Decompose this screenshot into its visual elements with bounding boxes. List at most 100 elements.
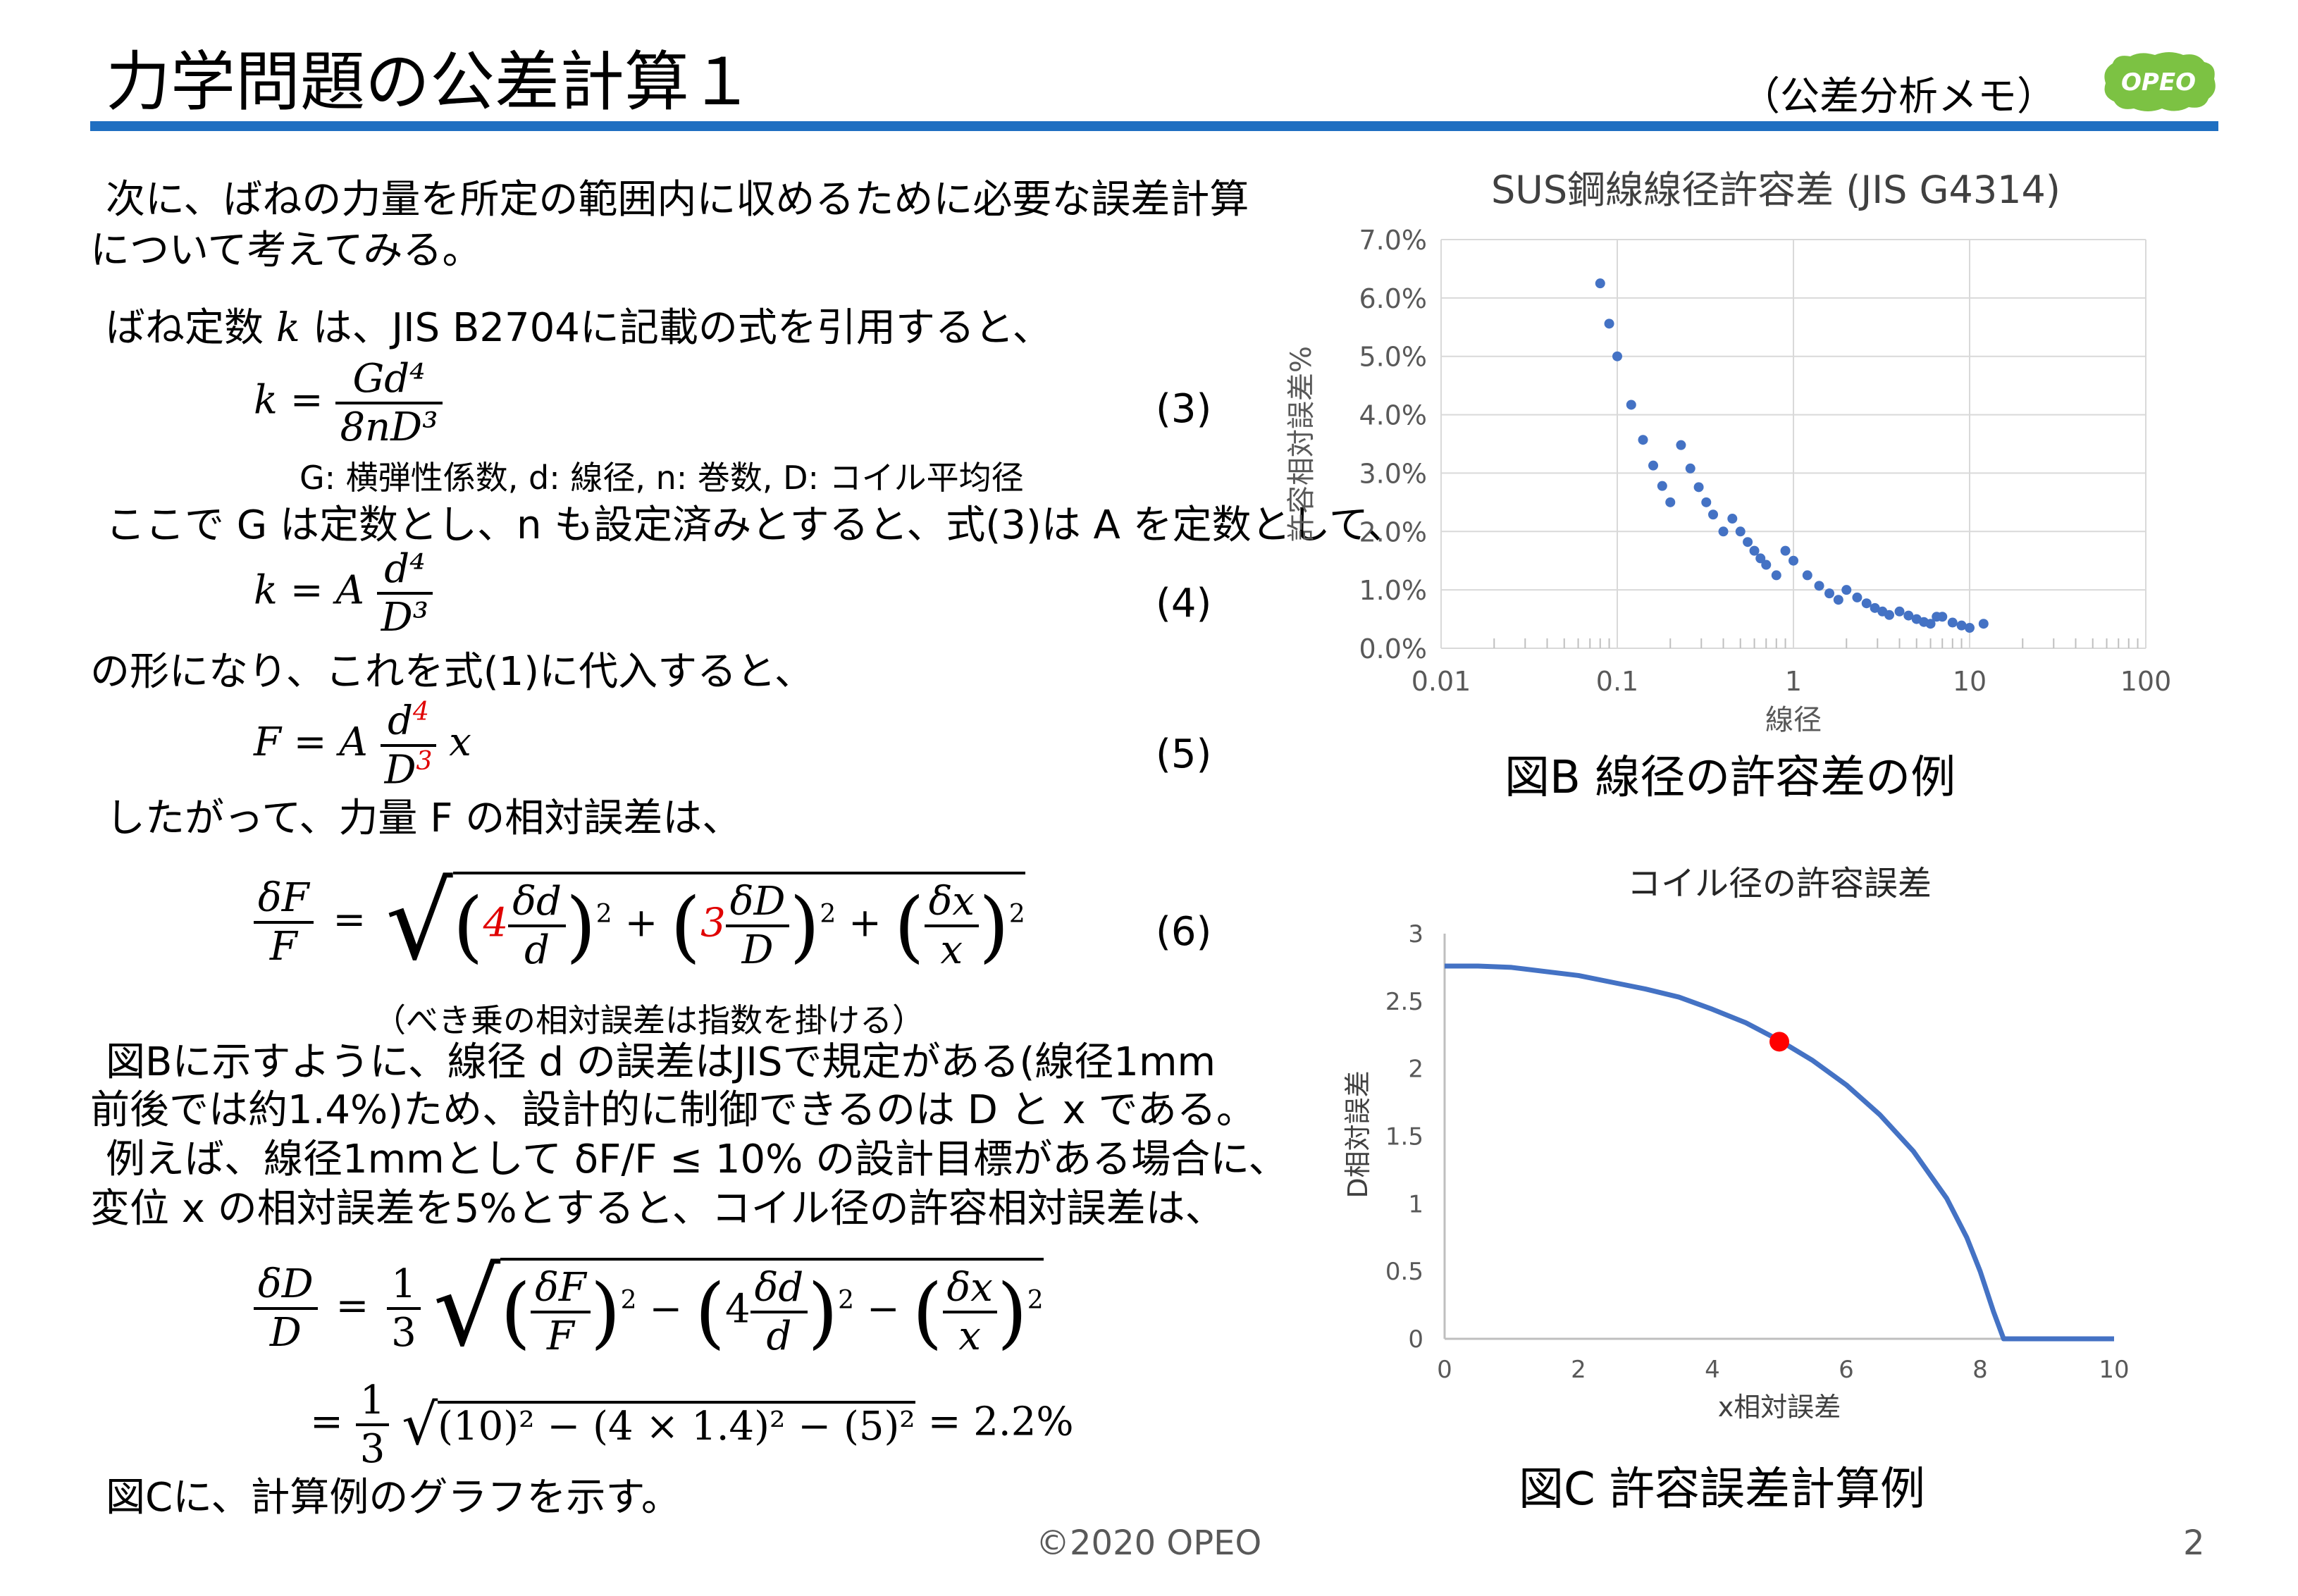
chart-c-highlight-point — [1769, 1032, 1789, 1052]
eq7-t1-num: δF — [531, 1265, 591, 1313]
eq6-term-3: δx x — [924, 879, 979, 973]
eq6-coefficient-1: 4 — [483, 900, 509, 946]
chart-b-point — [1648, 460, 1659, 471]
eq6-t3-den: x — [940, 927, 963, 973]
paragraph-8: 図Cに、計算例のグラフを示す。 — [106, 1475, 681, 1521]
chart-b-y-tick-label: 7.0% — [1359, 225, 1427, 256]
chart-b-point — [1743, 537, 1753, 548]
chart-b-point — [1638, 435, 1648, 445]
chart-b-point — [1657, 481, 1667, 491]
eq6-number: (6) — [1156, 909, 1212, 955]
chart-c-x-axis-label: x相対誤差 — [1718, 1392, 1841, 1423]
eq5-den-exponent: 3 — [416, 746, 433, 776]
chart-b-y-tick-label: 2.0% — [1359, 516, 1427, 548]
chart-b-point — [1789, 555, 1798, 566]
chart-b-point — [1841, 585, 1852, 595]
chart-b-y-axis-label: 許容相対誤差% — [1285, 346, 1318, 542]
eq5-lhs: F = A — [254, 719, 368, 766]
chart-b-point — [1925, 619, 1936, 629]
chart-b-point — [1965, 623, 1975, 633]
eq5-denominator: D3 — [381, 747, 437, 793]
paragraph-6-line-1: 図Bに示すように、線径 d の誤差はJISで規定がある(線径1mm — [106, 1039, 1216, 1085]
chart-b-x-tick-label: 1 — [1785, 666, 1802, 697]
eq6-t1-num: δd — [508, 879, 566, 927]
eq4-number: (4) — [1156, 581, 1212, 626]
eq8-coef-num: 1 — [355, 1378, 390, 1426]
chart-b-point — [1626, 400, 1636, 410]
chart-c-x-tick-label: 10 — [2099, 1356, 2129, 1384]
chart-b-point — [1956, 620, 1967, 631]
eq7-lhs-denominator: D — [269, 1310, 302, 1356]
chart-b-y-tick-label: 3.0% — [1359, 458, 1427, 489]
chart-b-y-tick-label: 4.0% — [1359, 400, 1427, 431]
header-rule — [90, 121, 2218, 131]
opeo-logo: OPEO — [2104, 52, 2216, 111]
chart-b-title: SUS鋼線線径許容差 (JIS G4314) — [1491, 168, 2061, 212]
paragraph-1-line-2: について考えてみる。 — [90, 228, 482, 273]
paragraph-7-line-1: 例えば、線径1mmとして δF/F ≤ 10% の設計目標がある場合に、 — [106, 1137, 1288, 1182]
eq5-num-exponent: 4 — [413, 698, 429, 726]
chart-b-point — [1824, 588, 1835, 599]
chart-b-point — [1894, 606, 1905, 617]
eq4-numerator: d⁴ — [376, 546, 433, 595]
eq7-t3-num: δx — [942, 1265, 997, 1313]
paragraph-7-line-2: 変位 x の相対誤差を5%とすると、コイル径の許容相対誤差は、 — [90, 1186, 1225, 1232]
equation-8: = 1 3 √(10)² − (4 × 1.4)² − (5)² = 2.2% — [310, 1378, 1074, 1472]
eq7-lhs: δD D — [254, 1261, 318, 1356]
eq3-numerator: Gd⁴ — [335, 356, 443, 404]
chart-c-x-tick-label: 6 — [1839, 1356, 1854, 1384]
eq6-coefficient-2: 3 — [700, 900, 726, 946]
chart-b-point — [1802, 570, 1812, 581]
chart-c-x-tick-label: 0 — [1437, 1356, 1452, 1384]
chart-b-point — [1735, 526, 1746, 537]
chart-c-y-tick-label: 2 — [1408, 1056, 1423, 1084]
eq5-num-base: d — [388, 698, 414, 744]
chart-c-x-tick-label: 2 — [1571, 1356, 1586, 1384]
equation-6: δF F = √ (4 δd d)2 + (3 δD D)2 + (δx x)2 — [254, 861, 1025, 984]
chart-b-x-tick-label: 100 — [2120, 666, 2172, 697]
chart-c-title: コイル径の許容誤差 — [1627, 864, 1932, 903]
eq6-lhs-denominator: F — [269, 924, 297, 970]
figure-b-caption: 図B 線径の許容差の例 — [1505, 752, 1956, 804]
eq5-numerator: d4 — [380, 698, 437, 747]
chart-b-point — [1852, 592, 1863, 602]
eq6-lhs-numerator: δF — [254, 875, 314, 924]
equation-5: F = A d4 D3 x — [254, 698, 471, 793]
equation-7: δD D = 1 3 √ (δF F)2 − (4 δd d)2 − (δx x)2 — [254, 1247, 1044, 1370]
eq8-result: = 2.2% — [927, 1399, 1074, 1445]
eq6-term-2: δD D — [725, 879, 790, 973]
footer-copyright: ©2020 OPEO — [1036, 1523, 1262, 1563]
chart-b-point — [1861, 598, 1872, 609]
chart-b-x-tick-label: 0.1 — [1596, 666, 1638, 697]
eq6-term-1: δd d — [508, 879, 566, 973]
paragraph-1-line-1: 次に、ばねの力量を所定の範囲内に収めるために必要な誤差計算 — [106, 177, 1249, 223]
chart-b-point — [1833, 595, 1843, 605]
p2-symbol-k: k — [276, 305, 300, 351]
chart-b-y-tick-label: 1.0% — [1359, 575, 1427, 606]
eq7-term-3: δx x — [942, 1265, 997, 1359]
eq7-t3-den: x — [958, 1313, 981, 1359]
eq6-t1-den: d — [524, 927, 550, 973]
eq7-coef-den: 3 — [391, 1310, 416, 1356]
chart-b-point — [1612, 351, 1622, 361]
paragraph-4: の形になり、これを式(1)に代入すると、 — [90, 649, 814, 695]
chart-c-y-tick-label: 1 — [1408, 1190, 1423, 1218]
chart-b-point — [1780, 545, 1791, 556]
eq3-fraction: Gd⁴ 8nD³ — [335, 356, 443, 450]
chart-b-point — [1676, 440, 1686, 450]
chart-b-point — [1693, 482, 1704, 493]
eq4-fraction: d⁴ D³ — [376, 546, 433, 641]
eq7-term-2: δd d — [750, 1265, 808, 1359]
chart-b-point — [1870, 602, 1880, 613]
eq6-t2-num: δD — [725, 879, 790, 927]
chart-b-y-tick-label: 5.0% — [1359, 342, 1427, 373]
eq6-t3-num: δx — [924, 879, 979, 927]
chart-b-point — [1718, 526, 1729, 537]
eq6-note: （べき乗の相対誤差は指数を掛ける） — [373, 1001, 925, 1039]
chart-b-point — [1771, 570, 1781, 581]
chart-c-y-tick-label: 1.5 — [1385, 1123, 1423, 1151]
eq4-lhs: k = A — [254, 567, 364, 614]
chart-c-y-tick-label: 0 — [1408, 1325, 1423, 1354]
equation-4: k = A d⁴ D³ — [254, 546, 433, 641]
eq7-coef-num: 1 — [387, 1261, 421, 1310]
